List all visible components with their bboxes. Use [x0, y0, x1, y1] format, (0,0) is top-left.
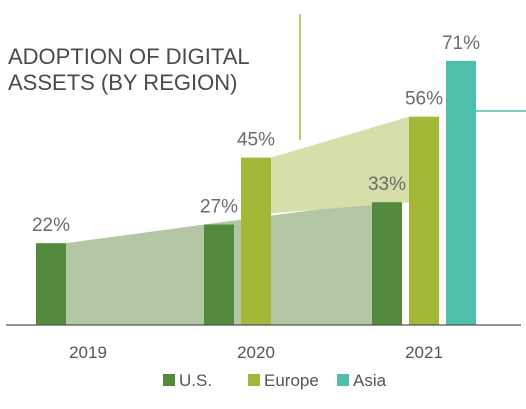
- bar-u-s-2019: [36, 243, 66, 325]
- legend-label-u-s: U.S.: [179, 371, 212, 390]
- guide-lines: [299, 14, 526, 140]
- x-tick-2019: 2019: [69, 343, 107, 362]
- legend-swatch-europe: [248, 374, 260, 386]
- bar-europe-2020: [241, 157, 271, 325]
- europe-trend-area: [271, 116, 409, 214]
- legend-label-europe: Europe: [264, 371, 319, 390]
- x-tick-2020: 2020: [237, 343, 275, 362]
- bar-u-s-2021: [372, 202, 402, 325]
- value-labels: 22% 27% 33% 45% 56% 71%: [32, 33, 480, 236]
- value-label-u-s-2020: 27%: [200, 197, 238, 218]
- value-label-u-s-2019: 22%: [32, 215, 70, 236]
- legend-swatch-u-s: [163, 374, 175, 386]
- legend-label-asia: Asia: [353, 371, 387, 390]
- bar-europe-2021: [409, 116, 439, 326]
- bar-u-s-2020: [204, 224, 234, 325]
- value-label-europe-2021: 56%: [405, 89, 443, 110]
- chart-title-line-1: ADOPTION OF DIGITAL: [8, 44, 250, 69]
- legend-swatch-asia: [337, 374, 349, 386]
- bar-asia-2021: [446, 60, 476, 325]
- x-tick-2021: 2021: [405, 343, 443, 362]
- value-label-asia-2021: 71%: [442, 33, 480, 54]
- value-label-europe-2020: 45%: [237, 130, 275, 151]
- legend: U.S. Europe Asia: [163, 371, 387, 390]
- chart-title-line-2: ASSETS (BY REGION): [8, 70, 237, 95]
- x-tick-labels: 2019 2020 2021: [69, 343, 443, 362]
- value-label-u-s-2021: 33%: [368, 174, 406, 195]
- bar-group: [36, 60, 476, 326]
